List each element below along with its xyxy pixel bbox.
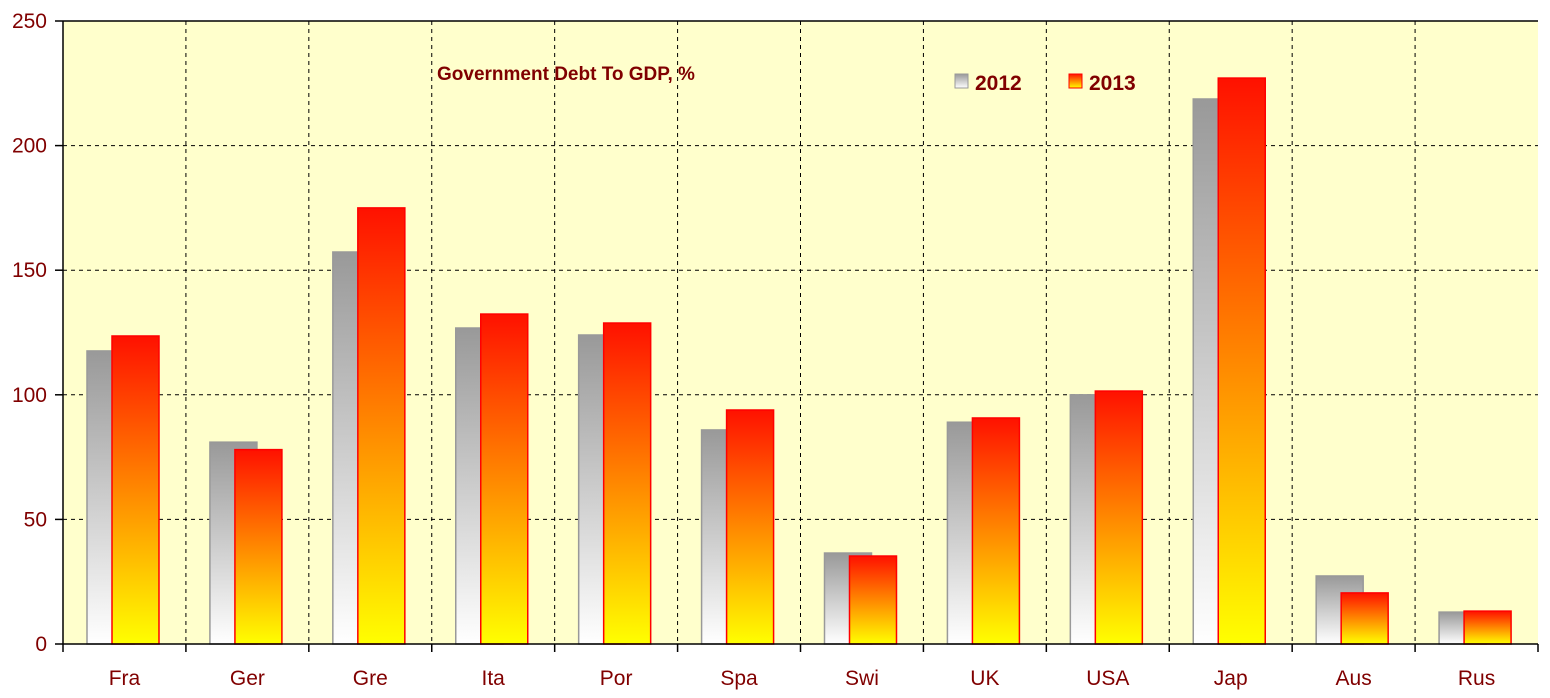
y-tick-label: 0 bbox=[35, 633, 47, 656]
bar-2013-fra bbox=[111, 335, 160, 645]
y-tick-label: 50 bbox=[24, 508, 47, 531]
x-tick-label: Ita bbox=[482, 667, 506, 690]
bar-2013-ita bbox=[480, 313, 529, 645]
y-axis-ticks: 0 50 100 150 200 250 bbox=[12, 10, 63, 656]
x-tick-label: Fra bbox=[109, 667, 141, 690]
x-tick-label: USA bbox=[1086, 667, 1129, 690]
x-tick-label: Ger bbox=[230, 667, 265, 690]
bar-2013-jap bbox=[1217, 77, 1266, 645]
x-tick-label: Gre bbox=[353, 667, 388, 690]
x-tick-label: UK bbox=[970, 667, 999, 690]
y-tick-label: 150 bbox=[12, 259, 47, 282]
x-tick-label: Spa bbox=[720, 667, 758, 690]
bar-2013-usa bbox=[1094, 390, 1144, 645]
gridlines bbox=[63, 21, 1538, 644]
bar-2013-swi bbox=[848, 555, 898, 645]
y-tick-label: 100 bbox=[12, 384, 47, 407]
x-tick-label: Por bbox=[600, 667, 633, 690]
x-tick-label: Jap bbox=[1214, 667, 1248, 690]
legend-swatch-2012 bbox=[954, 73, 969, 89]
legend-swatch-2013 bbox=[1068, 73, 1083, 89]
bar-2013-rus bbox=[1463, 610, 1512, 645]
bar-2013-uk bbox=[971, 417, 1021, 645]
y-tick-label: 250 bbox=[12, 10, 47, 33]
x-tick-label: Aus bbox=[1336, 667, 1372, 690]
bar-2013-por bbox=[602, 322, 652, 645]
legend: 2012 2013 bbox=[954, 72, 1136, 95]
bar-2013-spa bbox=[725, 409, 775, 645]
bars bbox=[86, 77, 1512, 645]
legend-label-2013: 2013 bbox=[1089, 72, 1136, 95]
plot-area bbox=[63, 21, 1538, 644]
x-tick-label: Rus bbox=[1458, 667, 1495, 690]
x-tick-label: Swi bbox=[845, 667, 879, 690]
legend-label-2012: 2012 bbox=[975, 72, 1022, 95]
x-axis-ticks: Fra Ger Gre Ita Por Spa Swi UK USA Jap Aus Rus bbox=[62, 644, 1539, 690]
y-tick-label: 200 bbox=[12, 135, 47, 158]
chart-title: Government Debt To GDP, % bbox=[437, 64, 695, 85]
bar-2013-gre bbox=[357, 207, 406, 645]
bar-2013-ger bbox=[234, 448, 283, 645]
bar-2013-aus bbox=[1340, 592, 1389, 645]
